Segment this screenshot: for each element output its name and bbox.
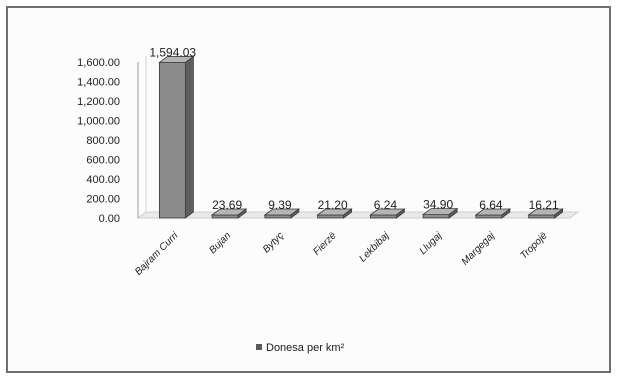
data-labels: 1,594.03 23.69 9.39 21.20 6.24 34.90 6.64 16.21 bbox=[149, 46, 559, 212]
plot-area bbox=[136, 56, 580, 219]
bar-side bbox=[448, 207, 458, 219]
x-tick-label: Llugaj bbox=[418, 230, 445, 257]
data-label: 21.20 bbox=[318, 198, 348, 212]
x-tick-label: Bujan bbox=[207, 230, 233, 256]
bar bbox=[421, 207, 459, 219]
y-tick-label: 600.00 bbox=[86, 155, 120, 167]
bar-side bbox=[184, 55, 194, 219]
y-tick-label: 1,600.00 bbox=[77, 57, 120, 69]
y-tick-label: 1,400.00 bbox=[77, 77, 120, 89]
legend-swatch bbox=[256, 344, 262, 350]
bar-front bbox=[422, 214, 450, 219]
legend-label: Donesa per km² bbox=[266, 342, 345, 354]
bar-front bbox=[264, 214, 292, 219]
x-tick-label: Fierzë bbox=[311, 230, 339, 258]
x-tick-label: Tropojë bbox=[519, 230, 551, 262]
legend: Donesa per km² bbox=[256, 342, 345, 354]
bar-side bbox=[395, 208, 405, 219]
data-label: 6.24 bbox=[374, 198, 398, 212]
bar-side bbox=[501, 208, 511, 219]
bars bbox=[158, 55, 564, 219]
data-label: 6.64 bbox=[479, 198, 503, 212]
bar bbox=[316, 208, 353, 219]
data-label: 34.90 bbox=[423, 198, 453, 212]
bar-side bbox=[290, 208, 300, 219]
x-axis-categories: Bajram Curri Bujan Bytyç Fierzë Lekbibaj Llug… bbox=[133, 230, 550, 278]
plot-floor bbox=[136, 211, 580, 219]
bar-side bbox=[554, 208, 564, 219]
bar-front bbox=[475, 214, 503, 219]
bar-front bbox=[528, 214, 556, 219]
y-tick-label: 800.00 bbox=[86, 135, 120, 147]
y-tick-label: 1,200.00 bbox=[77, 96, 120, 108]
y-tick-label: 1,000.00 bbox=[77, 116, 120, 128]
bar bbox=[474, 208, 512, 219]
bar-side bbox=[343, 208, 353, 219]
bar-side bbox=[237, 208, 247, 219]
y-axis: 0.00 200.00 400.00 600.00 800.00 1,000.00 1,20… bbox=[77, 57, 120, 225]
y-tick-label: 0.00 bbox=[99, 213, 120, 225]
bar-front bbox=[211, 214, 239, 219]
y-tick-label: 400.00 bbox=[86, 174, 120, 186]
x-tick-label: Bytyç bbox=[261, 230, 286, 255]
data-label: 9.39 bbox=[268, 198, 292, 212]
data-label: 16.21 bbox=[529, 198, 559, 212]
bar bbox=[369, 208, 406, 219]
bar bbox=[210, 208, 248, 219]
bar bbox=[527, 208, 564, 219]
y-tick-label: 200.00 bbox=[86, 194, 120, 206]
x-tick-label: Lekbibaj bbox=[357, 230, 392, 265]
bar-front bbox=[158, 62, 186, 219]
data-label: 1,594.03 bbox=[149, 46, 196, 60]
bar bbox=[263, 208, 301, 219]
chart-frame bbox=[6, 6, 611, 373]
bar-front bbox=[317, 214, 345, 219]
bar bbox=[158, 55, 195, 219]
x-tick-label: Margegaj bbox=[460, 230, 498, 268]
x-tick-label: Bajram Curri bbox=[133, 230, 181, 278]
data-label: 23.69 bbox=[212, 198, 242, 212]
bar-front bbox=[369, 214, 397, 219]
